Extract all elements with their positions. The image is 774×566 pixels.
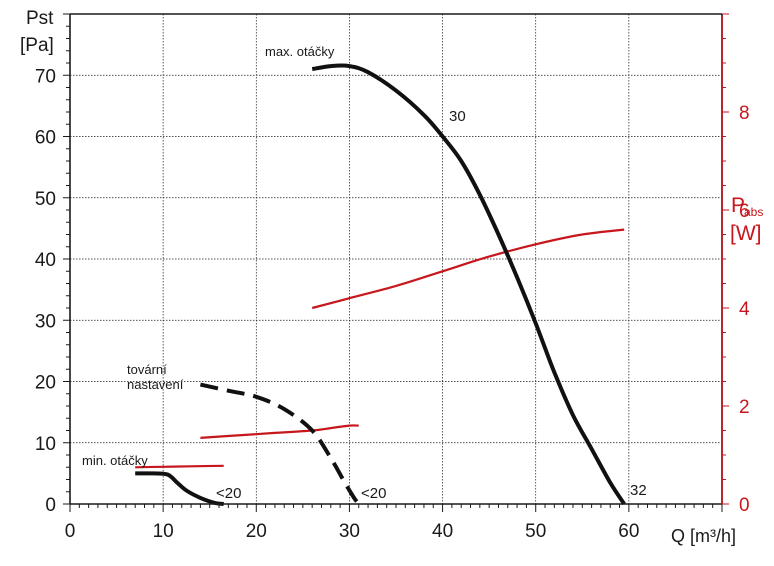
power-series-line-2 [135, 464, 224, 469]
y-tick-label: 50 [35, 189, 56, 210]
annotation-min-lt20: <20 [216, 485, 241, 502]
labels: Pst [Pa] P abs [W] Q [m³/h] max. otáčky … [20, 8, 763, 546]
axes [69, 13, 723, 505]
y2-axis-label-unit: [W] [730, 222, 762, 245]
y2-axis-label-sub: abs [744, 205, 763, 219]
ticks: 0 10 20 30 40 50 60 0 10 20 30 40 50 60 70 0 2 4 6 8 [35, 13, 750, 542]
y2-tick-label: 6 [739, 201, 750, 222]
y-tick-label: 40 [35, 250, 56, 271]
power-series-line-1 [200, 424, 359, 439]
x-axis-label: Q [m³/h] [671, 526, 736, 546]
y-tick-label: 30 [35, 311, 56, 332]
annotation-max-32: 32 [630, 482, 647, 499]
annotation-factory-line1: tovární [127, 362, 167, 377]
annotation-factory-lt20: <20 [361, 485, 386, 502]
x-tick-label: 40 [432, 521, 453, 542]
y-tick-label: 60 [35, 128, 56, 149]
y-axis-label-line1: Pst [26, 8, 54, 29]
y-tick-label: 10 [35, 434, 56, 455]
x-tick-label: 0 [65, 521, 76, 542]
annotation-min-speed: min. otáčky [82, 453, 148, 468]
y2-tick-label: 4 [739, 299, 750, 320]
y2-tick-label: 0 [739, 495, 750, 516]
y2-tick-label: 2 [739, 397, 750, 418]
x-tick-label: 50 [525, 521, 546, 542]
y2-axis-label-main: P [731, 194, 745, 217]
x-tick-label: 10 [153, 521, 174, 542]
y-tick-label: 0 [45, 495, 56, 516]
pressure-series-line-2 [135, 471, 224, 506]
curves [135, 63, 626, 506]
annotation-max-30: 30 [449, 108, 466, 125]
pressure-series-line-1 [199, 382, 361, 506]
annotation-factory-line2: nastavení [127, 377, 184, 392]
y-axis-label-line2: [Pa] [20, 35, 54, 56]
pressure-series-line-0 [311, 63, 626, 506]
y-tick-label: 70 [35, 66, 56, 87]
y-tick-label: 20 [35, 373, 56, 394]
power-series-line-0 [311, 228, 625, 310]
y2-tick-label: 8 [739, 103, 750, 124]
x-tick-label: 20 [246, 521, 267, 542]
annotation-max-speed: max. otáčky [265, 44, 335, 59]
x-tick-label: 60 [618, 521, 639, 542]
x-tick-label: 30 [339, 521, 360, 542]
grid [69, 14, 722, 504]
